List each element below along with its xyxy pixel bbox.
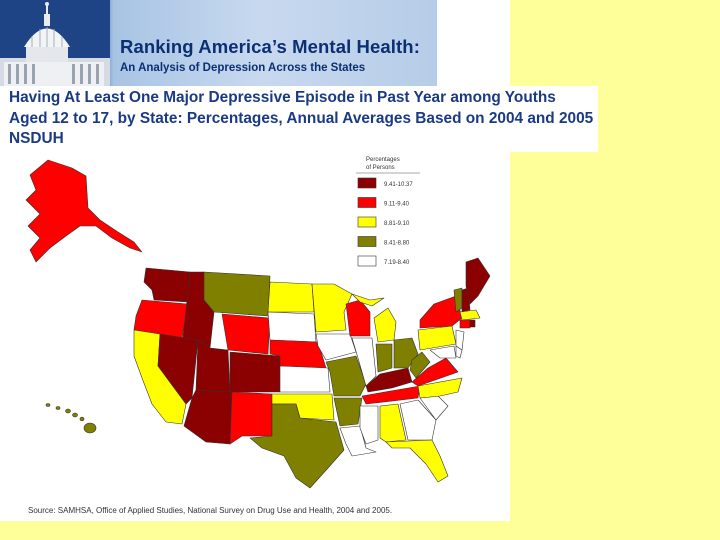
- state-new-mexico: [229, 391, 273, 445]
- capitol-dome-icon: [0, 0, 110, 86]
- state-mississippi: [359, 405, 379, 445]
- us-states-choropleth-map: Percentages of Persons 9.41-10.37 9.11-9.…: [25, 157, 491, 489]
- chart-title-box: Having At Least One Major Depressive Epi…: [0, 86, 598, 152]
- state-south-dakota: [267, 311, 317, 343]
- state-north-dakota: [267, 281, 315, 313]
- report-banner: Ranking America’s Mental Health: An Anal…: [0, 0, 437, 86]
- banner-subtitle: An Analysis of Depression Across the Sta…: [120, 62, 366, 74]
- state-massachusetts: [459, 309, 481, 321]
- state-alabama: [379, 403, 407, 443]
- legend-label-3: 8.81-9.10: [384, 221, 410, 227]
- state-florida: [385, 439, 449, 483]
- state-iowa: [315, 333, 357, 361]
- state-kansas: [279, 365, 331, 393]
- state-washington: [143, 267, 191, 303]
- state-virginia: [411, 357, 459, 387]
- state-michigan-upper: [351, 293, 385, 307]
- state-texas: [249, 403, 345, 489]
- legend-label-4: 8.41-8.80: [384, 241, 410, 247]
- legend-label-2: 9.11-9.40: [384, 202, 410, 208]
- state-tennessee: [361, 385, 421, 405]
- state-delaware: [455, 345, 463, 359]
- state-rhode-island: [469, 319, 476, 328]
- state-michigan: [373, 307, 397, 343]
- state-minnesota: [311, 283, 353, 333]
- state-wyoming: [221, 313, 271, 355]
- state-indiana: [375, 343, 393, 373]
- legend-swatch-3: [357, 216, 377, 228]
- state-colorado: [229, 351, 281, 393]
- source-note: Source: SAMHSA, Office of Applied Studie…: [28, 506, 393, 515]
- chart-title: Having At Least One Major Depressive Epi…: [9, 89, 594, 147]
- legend-title-line2: of Persons: [366, 165, 395, 171]
- legend-title-line1: Percentages: [366, 157, 400, 163]
- legend-swatch-1: [357, 177, 377, 189]
- banner-title: Ranking America’s Mental Health:: [120, 36, 420, 57]
- state-alaska: [25, 159, 143, 263]
- legend-swatch-2: [357, 197, 377, 208]
- state-hawaii: [45, 403, 97, 434]
- state-west-virginia: [409, 351, 431, 379]
- map-legend: Percentages of Persons 9.41-10.37 9.11-9.…: [356, 157, 420, 267]
- state-connecticut: [459, 319, 471, 329]
- state-nevada: [157, 333, 199, 405]
- legend-label-5: 7.19-8.40: [384, 260, 410, 266]
- state-arkansas: [333, 397, 363, 427]
- state-maryland: [429, 345, 457, 359]
- legend-label-1: 9.41-10.37: [384, 182, 413, 188]
- state-illinois: [351, 337, 377, 387]
- state-wisconsin: [345, 299, 371, 337]
- state-georgia: [399, 399, 437, 441]
- state-north-carolina: [417, 377, 463, 399]
- state-montana: [203, 271, 271, 317]
- state-missouri: [325, 355, 367, 397]
- legend-swatch-5: [357, 255, 377, 267]
- state-utah: [195, 339, 231, 393]
- state-maine: [465, 257, 491, 305]
- legend-swatch-4: [357, 236, 377, 247]
